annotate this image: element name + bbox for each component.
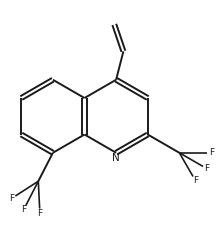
Text: N: N [112, 153, 120, 163]
Text: F: F [205, 164, 210, 173]
Text: F: F [209, 148, 214, 157]
Text: F: F [193, 176, 198, 185]
Text: F: F [9, 194, 14, 203]
Text: F: F [37, 209, 42, 218]
Text: F: F [21, 205, 26, 214]
